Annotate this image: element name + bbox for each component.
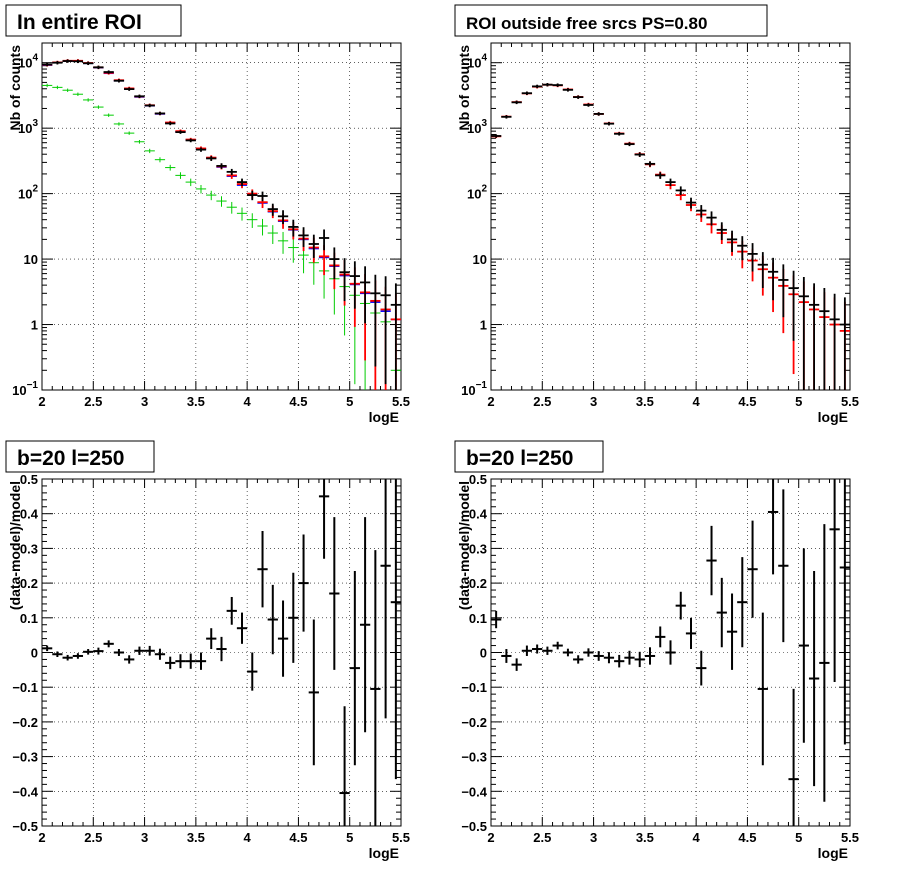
y-tick-label: 10 xyxy=(473,252,487,267)
x-tick-label: 5.5 xyxy=(841,394,859,409)
x-tick-label: 5 xyxy=(346,830,353,845)
x-tick-label: 5 xyxy=(795,394,802,409)
x-tick-label: 5.5 xyxy=(392,394,410,409)
chart-panel-2: 2 2.5 3 3.5 4 4.5 5 5.5 10−1 1 10 102 103 104 logE Nb o… xyxy=(454,4,859,425)
y-axis-title: (data-model)/model xyxy=(456,481,472,610)
y-tick-label: 10 xyxy=(24,252,38,267)
x-tick-label: 2.5 xyxy=(533,830,551,845)
chart-title: ROI outside free srcs PS=0.80 xyxy=(466,14,707,33)
x-tick-label: 2.5 xyxy=(533,394,551,409)
chart-title-box: b=20 l=250 xyxy=(5,440,155,473)
x-tick-label: 3 xyxy=(141,394,148,409)
y-axis-title: Nb of counts xyxy=(456,45,472,131)
y-tick-label: 0.2 xyxy=(20,576,38,591)
y-tick-label: 0.5 xyxy=(20,472,38,487)
chart-panel-4: 2 2.5 3 3.5 4 4.5 5 5.5 −0.5 −0.4 −0.3 −0.2 −0.1 0 0.1… xyxy=(454,440,859,861)
y-tick-label: 0 xyxy=(31,646,38,661)
x-axis-title: logE xyxy=(369,409,399,425)
y-tick-label: 10−1 xyxy=(461,380,487,398)
y-tick-label: 102 xyxy=(467,184,487,202)
y-tick-label: 0.3 xyxy=(469,541,487,556)
y-tick-label: 104 xyxy=(18,53,38,71)
y-tick-label: −0.2 xyxy=(461,715,487,730)
x-tick-label: 3 xyxy=(141,830,148,845)
y-tick-label: 0.1 xyxy=(20,611,38,626)
y-tick-label: 103 xyxy=(18,118,38,136)
y-tick-label: 1 xyxy=(31,318,38,333)
series-4 xyxy=(42,59,401,390)
chart-title: b=20 l=250 xyxy=(466,447,573,470)
chart-panel-3: 2 2.5 3 3.5 4 4.5 5 5.5 −0.5 −0.4 −0.3 −0.2 −0.1 0 0.1… xyxy=(5,440,410,861)
y-tick-label: 0.3 xyxy=(20,541,38,556)
y-tick-label: −0.3 xyxy=(461,750,487,765)
plot-frame xyxy=(41,42,402,391)
x-tick-label: 3 xyxy=(590,830,597,845)
x-tick-label: 4 xyxy=(693,830,701,845)
x-tick-label: 5.5 xyxy=(392,830,410,845)
plot-frame xyxy=(41,478,402,827)
y-tick-label: 10−1 xyxy=(12,380,38,398)
y-tick-label: −0.1 xyxy=(12,680,38,695)
chart-title-box: b=20 l=250 xyxy=(454,440,604,473)
x-tick-label: 3.5 xyxy=(187,394,205,409)
x-tick-label: 5.5 xyxy=(841,830,859,845)
y-tick-label: 1 xyxy=(480,318,487,333)
y-tick-label: 0.4 xyxy=(20,507,39,522)
y-tick-label: 103 xyxy=(467,118,487,136)
axis-ticks xyxy=(41,42,402,391)
x-tick-label: 4.5 xyxy=(738,394,756,409)
chart-title: In entire ROI xyxy=(17,11,142,34)
x-tick-label: 5 xyxy=(346,394,353,409)
y-tick-label: −0.1 xyxy=(461,680,487,695)
y-tick-label: 104 xyxy=(467,53,487,71)
y-tick-label: 0.1 xyxy=(469,611,487,626)
x-tick-label: 5 xyxy=(795,830,802,845)
y-tick-label: 102 xyxy=(18,184,38,202)
x-tick-label: 4.5 xyxy=(738,830,756,845)
y-tick-label: −0.5 xyxy=(461,819,487,834)
x-tick-label: 4 xyxy=(693,394,701,409)
x-tick-label: 4 xyxy=(244,830,252,845)
x-tick-label: 4.5 xyxy=(289,394,307,409)
y-axis-title: (data-model)/model xyxy=(7,481,23,610)
axis-ticks xyxy=(41,478,402,827)
x-tick-label: 2.5 xyxy=(84,394,102,409)
x-tick-label: 3.5 xyxy=(636,830,654,845)
chart-title-box: In entire ROI xyxy=(5,4,182,37)
y-tick-label: 0 xyxy=(480,646,487,661)
x-axis-title: logE xyxy=(818,409,848,425)
x-axis-title: logE xyxy=(369,845,399,861)
series-1 xyxy=(42,479,401,826)
y-tick-label: −0.4 xyxy=(461,784,487,799)
x-tick-label: 3.5 xyxy=(636,394,654,409)
x-tick-label: 2 xyxy=(38,394,45,409)
y-tick-label: −0.5 xyxy=(12,819,38,834)
x-tick-label: 4.5 xyxy=(289,830,307,845)
x-tick-label: 3 xyxy=(590,394,597,409)
y-tick-label: 0.5 xyxy=(469,472,487,487)
x-tick-label: 2 xyxy=(487,394,494,409)
x-tick-label: 2 xyxy=(487,830,494,845)
y-tick-label: −0.2 xyxy=(12,715,38,730)
y-tick-label: −0.4 xyxy=(12,784,38,799)
y-axis-title: Nb of counts xyxy=(7,45,23,131)
x-tick-label: 2.5 xyxy=(84,830,102,845)
y-tick-label: 0.4 xyxy=(469,507,488,522)
x-tick-label: 3.5 xyxy=(187,830,205,845)
series-1 xyxy=(491,479,850,826)
y-tick-label: −0.3 xyxy=(12,750,38,765)
series-2 xyxy=(491,83,850,390)
x-tick-label: 2 xyxy=(38,830,45,845)
plot-frame xyxy=(490,42,851,391)
chart-panel-1: 2 2.5 3 3.5 4 4.5 5 5.5 10−1 1 10 102 103 104 logE Nb o… xyxy=(5,4,410,425)
y-tick-label: 0.2 xyxy=(469,576,487,591)
chart-title: b=20 l=250 xyxy=(17,447,124,470)
chart-title-box: ROI outside free srcs PS=0.80 xyxy=(454,4,768,37)
x-axis-title: logE xyxy=(818,845,848,861)
x-tick-label: 4 xyxy=(244,394,252,409)
